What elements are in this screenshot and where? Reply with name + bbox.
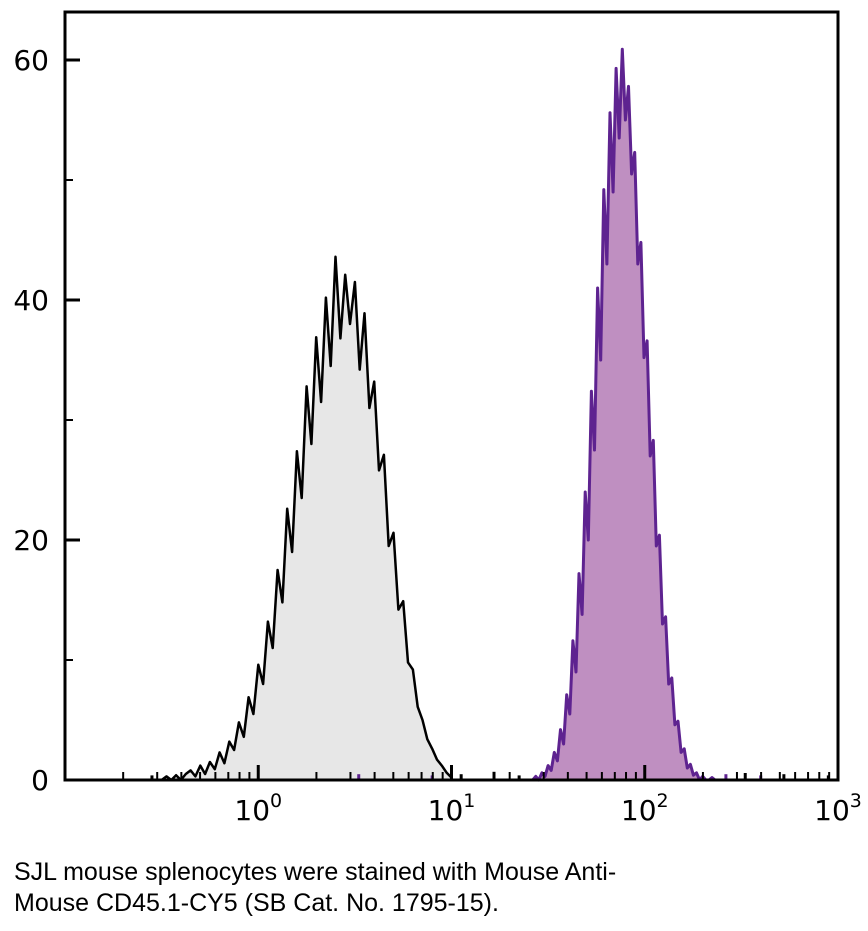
- series-mouse-anti-mouse-CD45.1-CY5-outline: [531, 47, 719, 782]
- caption-line-2: Mouse CD45.1-CY5 (SB Cat. No. 1795-15).: [14, 889, 499, 918]
- y-tick-label: 40: [13, 284, 49, 317]
- caption-line-1: SJL mouse splenocytes were stained with …: [14, 858, 617, 886]
- x-tick-label: 100: [234, 790, 282, 827]
- y-axis-minor-ticks: [65, 179, 73, 661]
- figure-caption: SJL mouse splenocytes were stained with …: [14, 857, 854, 920]
- series-unstained-control-area: [161, 256, 452, 780]
- plot-frame: [63, 10, 840, 782]
- series-unstained-control-outline: [160, 255, 453, 782]
- y-tick-label: 60: [13, 44, 49, 77]
- series-mouse-anti-mouse-CD45.1-CY5-area: [532, 49, 719, 780]
- x-tick-label: 103: [814, 790, 862, 827]
- y-tick-label: 0: [31, 764, 49, 797]
- x-axis-minor-ticks: [122, 772, 831, 780]
- x-tick-label: 102: [621, 790, 669, 827]
- histogram-chart: 100 101 102 103 0 20 40 60: [13, 10, 862, 827]
- y-axis-major-ticks: 0 20 40 60: [13, 44, 80, 797]
- x-tick-label: 101: [428, 790, 476, 827]
- y-tick-label: 20: [13, 524, 49, 557]
